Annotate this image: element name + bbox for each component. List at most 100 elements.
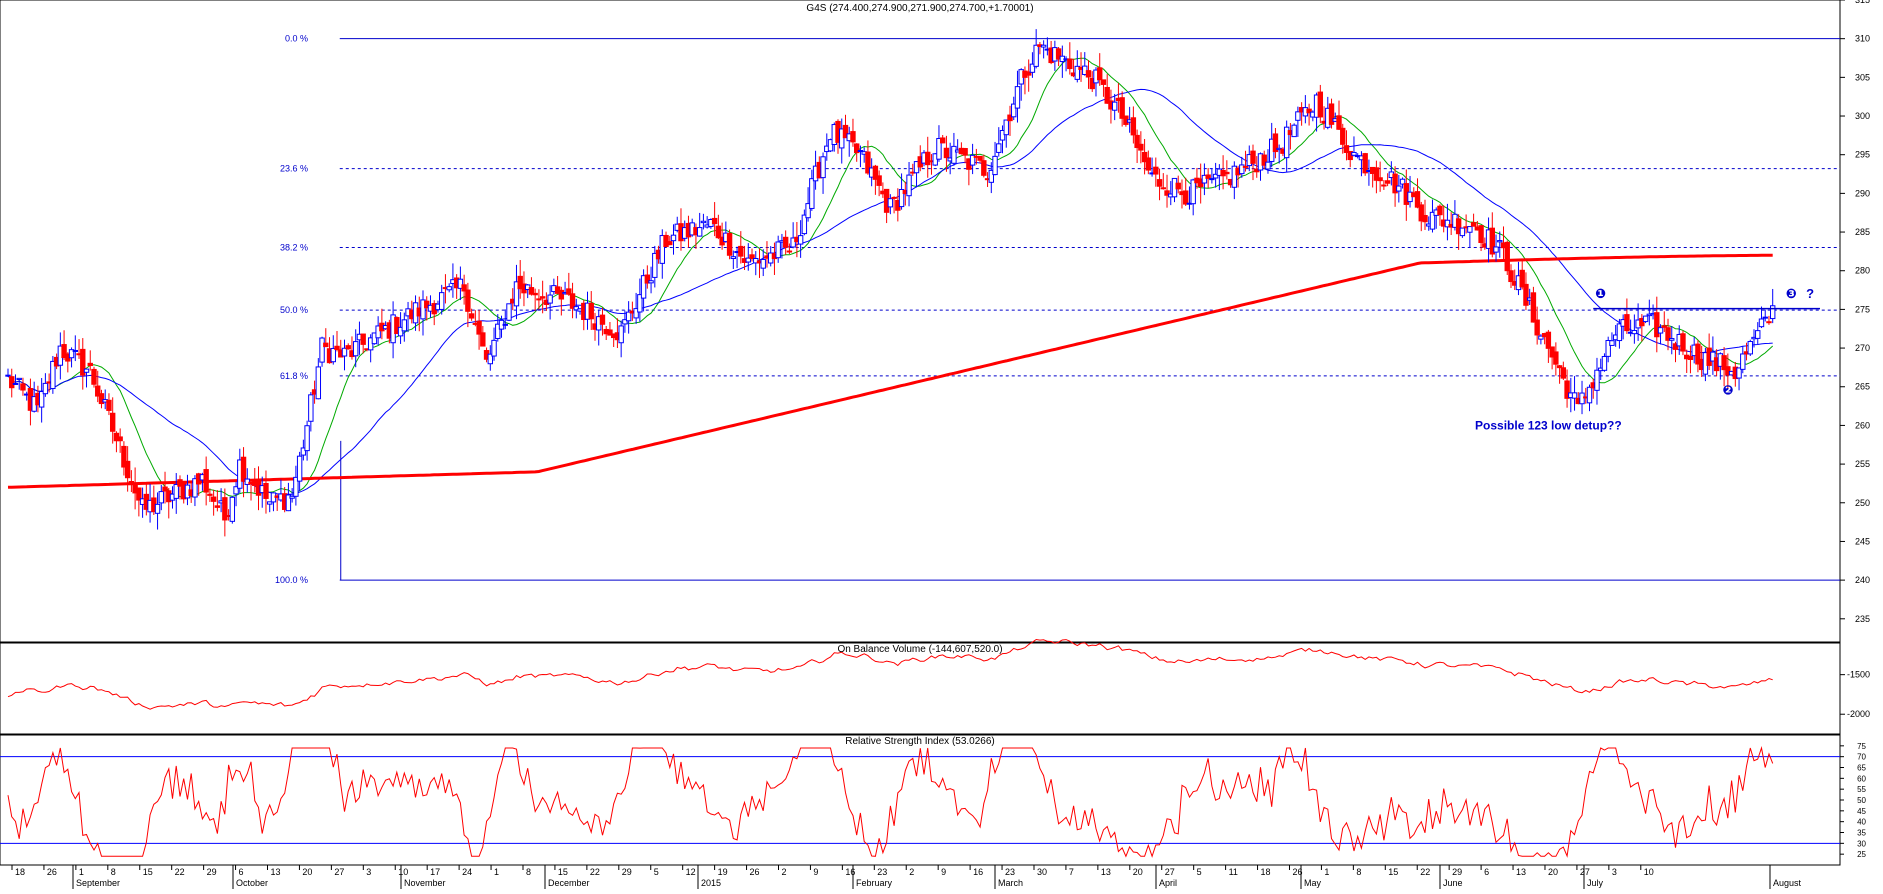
candle-body <box>775 241 781 259</box>
candle-body <box>1089 77 1095 90</box>
candle-body <box>622 319 628 325</box>
obv-tick-label: -1500 <box>1847 670 1870 680</box>
candle-body <box>285 494 292 512</box>
candle-body <box>992 155 998 176</box>
candle-body <box>625 311 632 322</box>
candle-body <box>293 476 299 497</box>
x-day-label: 2 <box>909 867 914 877</box>
x-month-label: August <box>1773 878 1802 888</box>
x-day-label: 23 <box>1005 867 1015 877</box>
candle-body <box>659 235 665 264</box>
x-day-label: 26 <box>47 867 57 877</box>
candle-body <box>936 138 942 160</box>
candle-body <box>782 236 789 248</box>
candle-body <box>1261 154 1267 166</box>
candle-body <box>640 275 647 299</box>
candle-body <box>1340 127 1346 145</box>
candle-body <box>999 129 1006 141</box>
candle-body <box>420 299 426 320</box>
candle-body <box>1138 143 1144 151</box>
candle-body <box>203 469 209 493</box>
candle-body <box>1508 270 1514 283</box>
candle-body <box>1755 330 1761 339</box>
candle-body <box>244 478 250 485</box>
x-day-label: 11 <box>1229 867 1238 877</box>
candle-body <box>1444 219 1451 228</box>
candle-body <box>1201 174 1208 184</box>
x-month-label: September <box>76 878 120 888</box>
candle-body <box>648 280 654 284</box>
candle-body <box>1328 103 1335 125</box>
x-day-label: 16 <box>845 867 855 877</box>
candle-body <box>457 278 464 289</box>
candle-body <box>1556 365 1563 369</box>
y-tick-label: 235 <box>1855 614 1870 624</box>
candle-body <box>1605 340 1611 357</box>
candle-body <box>1497 240 1503 243</box>
candle-body <box>1695 343 1701 365</box>
candle-body <box>465 289 471 312</box>
candle-body <box>667 241 673 246</box>
candle-body <box>1134 134 1140 149</box>
main-chart-title: G4S (274.400,274.900,271.900,274.700,+1.… <box>806 3 1033 14</box>
rsi-tick-label: 65 <box>1857 764 1866 773</box>
candle-body <box>1523 283 1529 306</box>
rsi-tick-label: 40 <box>1857 818 1866 827</box>
candle-body <box>1687 355 1694 360</box>
candle-body <box>1205 174 1211 179</box>
candle-body <box>353 341 359 357</box>
candle-body <box>480 332 486 347</box>
candle-body <box>296 455 303 482</box>
candle-body <box>487 353 494 365</box>
candle-body <box>1530 292 1537 323</box>
candle-body <box>1306 108 1312 114</box>
candle-body <box>637 294 643 313</box>
candle-body <box>663 234 669 248</box>
candle-body <box>539 296 546 299</box>
candle-body <box>872 165 879 180</box>
candle-body <box>1007 114 1013 122</box>
candle-body <box>1040 44 1047 48</box>
candle-body <box>715 225 722 239</box>
candle-body <box>532 292 538 296</box>
candle-body <box>1351 151 1357 156</box>
candle-body <box>50 360 56 390</box>
annotations: ❶ ❷ ❸ ? Possible 123 low detup?? <box>1475 286 1820 432</box>
rsi-tick-label: 70 <box>1857 753 1866 762</box>
chart-annotation: Possible 123 low detup?? <box>1475 418 1622 432</box>
rsi-title: Relative Strength Index (53.0266) <box>845 736 995 747</box>
x-day-label: 26 <box>750 867 760 877</box>
x-day-label: 22 <box>590 867 600 877</box>
x-day-label: 27 <box>1580 867 1590 877</box>
x-day-label: 3 <box>366 867 371 877</box>
rsi-tick-label: 75 <box>1857 742 1866 751</box>
x-day-label: 24 <box>462 867 472 877</box>
y-tick-label: 280 <box>1855 266 1870 276</box>
candle-body <box>1239 164 1245 175</box>
y-tick-label: 260 <box>1855 420 1870 430</box>
candle-body <box>618 325 624 344</box>
main-panel-frame <box>0 0 1841 643</box>
candle-body <box>820 156 826 179</box>
x-day-label: 2 <box>781 867 786 877</box>
x-day-label: 22 <box>1420 867 1430 877</box>
candle-body <box>20 383 26 391</box>
rsi-tick-label: 25 <box>1857 850 1866 859</box>
candle-body <box>1153 166 1159 175</box>
candle-body <box>1160 187 1166 190</box>
candle-body <box>1455 218 1462 235</box>
candle-body <box>1538 335 1544 340</box>
chart-annotation: ❸ <box>1786 286 1797 301</box>
candle-body <box>300 447 307 456</box>
x-day-label: 18 <box>1261 867 1271 877</box>
rsi-tick-label: 60 <box>1857 774 1866 783</box>
ma-medium-line <box>7 88 1773 495</box>
candle-body <box>109 412 116 432</box>
candle-body <box>207 493 213 496</box>
candle-body <box>267 501 273 505</box>
x-day-label: 29 <box>1452 867 1462 877</box>
x-day-label: 9 <box>941 867 946 877</box>
candle-body <box>865 151 871 174</box>
candle-body <box>566 288 572 295</box>
candle-body <box>760 258 766 269</box>
